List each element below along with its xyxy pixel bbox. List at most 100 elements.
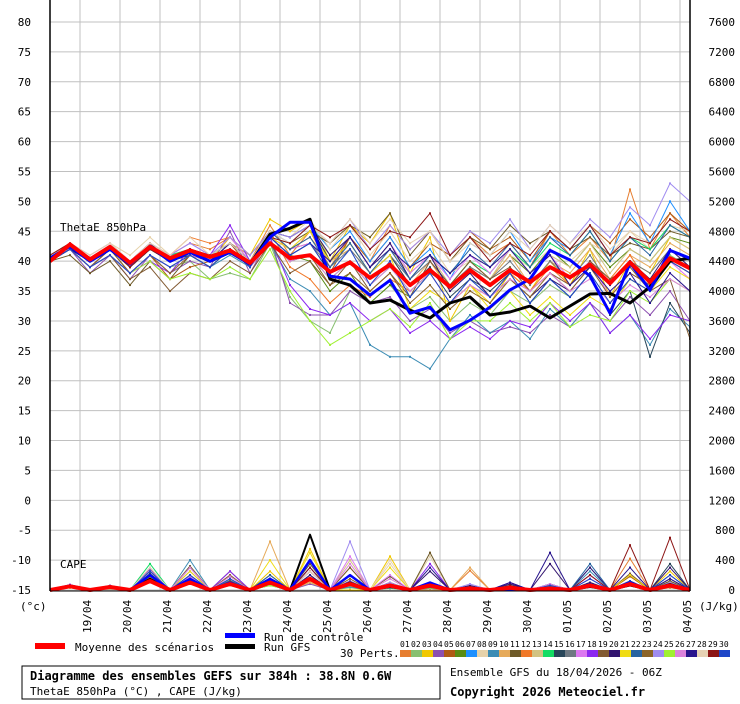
perturbation-24-thetae-line-point bbox=[589, 218, 591, 221]
perturbation-24-thetae-line-point bbox=[489, 242, 491, 245]
perturbation-29-thetae-line-point bbox=[409, 236, 411, 239]
perturbation-04-thetae-line-point bbox=[389, 296, 391, 299]
perturbation-04-thetae-line-point bbox=[349, 290, 351, 293]
perturbation-29-thetae-line-point bbox=[609, 254, 611, 257]
perturbation-26-thetae-line-point bbox=[629, 284, 631, 287]
right-tick-label: 6800 bbox=[709, 76, 736, 89]
perturbation-25-thetae-line-point bbox=[369, 319, 371, 322]
perturbation-13-thetae-line-point bbox=[589, 242, 591, 245]
perturbation-27-cape-line-point bbox=[669, 577, 671, 580]
perturbation-25-thetae-line-point bbox=[229, 266, 231, 269]
perturbation-25-thetae-line-point bbox=[429, 302, 431, 305]
perturbation-02-thetae-line-point bbox=[669, 254, 671, 257]
perturbation-21-cape-line-point bbox=[269, 559, 271, 562]
perturbation-24-thetae-line-point bbox=[389, 224, 391, 227]
perturbation-24-thetae-line-point bbox=[509, 218, 511, 221]
perturbation-legend-number: 24 bbox=[653, 640, 663, 649]
perturbation-30-thetae-line-point bbox=[629, 278, 631, 281]
perturbation-16-thetae-line-point bbox=[509, 260, 511, 263]
perturbation-28-thetae-line-point bbox=[609, 248, 611, 251]
perturbation-legend-number: 06 bbox=[455, 640, 465, 649]
perturbation-30-thetae-line-point bbox=[609, 302, 611, 305]
perturbation-27-thetae-line-point bbox=[609, 290, 611, 293]
left-tick-label: 80 bbox=[18, 16, 31, 29]
perturbation-29-thetae-line-point bbox=[589, 224, 591, 227]
perturbation-18-cape-line-point bbox=[229, 570, 231, 573]
perturbation-22-thetae-line-point bbox=[349, 242, 351, 245]
perturbation-legend-number: 14 bbox=[543, 640, 553, 649]
perturbation-21-thetae-line-point bbox=[309, 230, 311, 233]
perturbation-11-thetae-line-point bbox=[529, 242, 531, 245]
perturbation-24-thetae-line-point bbox=[649, 224, 651, 227]
perturbation-22-thetae-line-point bbox=[609, 260, 611, 263]
perturbation-05-thetae-line-point bbox=[189, 266, 191, 269]
perturbation-23-thetae-line-point bbox=[489, 302, 491, 305]
perturbation-29-thetae-line-point bbox=[569, 248, 571, 251]
perturbation-legend-number: 04 bbox=[433, 640, 443, 649]
perturbation-04-thetae-line-point bbox=[309, 313, 311, 316]
perturbation-legend-swatch bbox=[510, 650, 521, 657]
perturbation-legend-number: 15 bbox=[554, 640, 564, 649]
perturbation-25-thetae-line-point bbox=[629, 290, 631, 293]
perturbation-27-cape-line-point bbox=[309, 574, 311, 577]
perturbation-21-thetae-line-point bbox=[669, 266, 671, 269]
perturbation-09-thetae-line-point bbox=[369, 343, 371, 346]
perturbation-legend-swatch bbox=[455, 650, 466, 657]
perturbation-legend-number: 13 bbox=[532, 640, 542, 649]
right-axis-ticks: 0 400 800 1200 1600 2000 2400 2800 3200 3600 4000 4… bbox=[709, 16, 736, 597]
perturbation-25-thetae-line-point bbox=[529, 319, 531, 322]
perturbation-27-thetae-line-point bbox=[629, 272, 631, 275]
perturbation-27-cape-line-point bbox=[589, 581, 591, 584]
perturbation-24-thetae-line-point bbox=[189, 242, 191, 245]
perturbation-03-thetae-line-point bbox=[289, 230, 291, 233]
perturbation-legend-number: 01 bbox=[400, 640, 410, 649]
right-tick-label: 4000 bbox=[709, 285, 736, 298]
perturbation-23-thetae-line-point bbox=[329, 284, 331, 287]
perturbation-30-thetae-line-point bbox=[549, 278, 551, 281]
perturbation-28-cape-line-point bbox=[149, 566, 151, 569]
left-tick-label: 20 bbox=[18, 375, 31, 388]
perturbation-05-thetae-line-point bbox=[629, 218, 631, 221]
perturbation-19-thetae-line-point bbox=[169, 290, 171, 293]
perturbation-21-thetae-line-point bbox=[389, 254, 391, 257]
perturbation-30-thetae-line-point bbox=[289, 254, 291, 257]
perturbation-18-thetae-line-point bbox=[329, 313, 331, 316]
perturbation-08-thetae-line-point bbox=[129, 254, 131, 257]
perturbation-29-thetae-line-point bbox=[549, 230, 551, 233]
perturbation-21-cape-line-point bbox=[189, 570, 191, 573]
perturbation-10-thetae-line-point bbox=[589, 248, 591, 251]
perturbation-25-thetae-line-point bbox=[169, 278, 171, 281]
perturbation-09-thetae-line-point bbox=[649, 343, 651, 346]
perturbation-27-thetae-line-point bbox=[509, 248, 511, 251]
perturbation-15-cape-line-point bbox=[149, 572, 151, 575]
perturbation-19-thetae-line-point bbox=[589, 260, 591, 263]
perturbation-04-thetae-line-point bbox=[549, 313, 551, 316]
perturbation-13-thetae-line-point bbox=[609, 272, 611, 275]
perturbation-legend-swatch bbox=[411, 650, 422, 657]
perturbation-legend-swatch bbox=[620, 650, 631, 657]
perturbation-17-thetae-line-point bbox=[489, 272, 491, 275]
perturbation-27-thetae-line-point bbox=[569, 284, 571, 287]
perturbation-30-thetae-line-point bbox=[109, 254, 111, 257]
perturbation-18-thetae-line-point bbox=[589, 302, 591, 305]
perturbation-18-thetae-line-point bbox=[309, 307, 311, 310]
right-tick-label: 800 bbox=[715, 524, 735, 537]
right-axis-unit: (J/kg) bbox=[699, 600, 739, 613]
perturbation-22-thetae-line-point bbox=[529, 266, 531, 269]
perturbation-15-cape-line-point bbox=[669, 562, 671, 565]
perturbation-27-thetae-line-point bbox=[329, 260, 331, 263]
perturbation-04-cape-line-point bbox=[349, 580, 351, 583]
copyright: Copyright 2026 Meteociel.fr bbox=[450, 685, 645, 699]
perturbation-09-thetae-line-point bbox=[469, 313, 471, 316]
perturbation-30-thetae-line-point bbox=[249, 266, 251, 269]
perturbation-17-cape-line-point bbox=[389, 574, 391, 577]
perturbation-25-thetae-line-point bbox=[609, 319, 611, 322]
perturbation-28-thetae-line-point bbox=[149, 242, 151, 245]
perturbation-19-cape-line-point bbox=[349, 566, 351, 569]
left-tick-label: 5 bbox=[24, 464, 31, 477]
perturbation-legend-swatch bbox=[697, 650, 708, 657]
legend-perts-label: 30 Perts. bbox=[340, 647, 400, 660]
perturbation-19-thetae-line-point bbox=[469, 260, 471, 263]
perturbation-22-thetae-line-point bbox=[469, 248, 471, 251]
perturbation-09-thetae-line-point bbox=[309, 290, 311, 293]
